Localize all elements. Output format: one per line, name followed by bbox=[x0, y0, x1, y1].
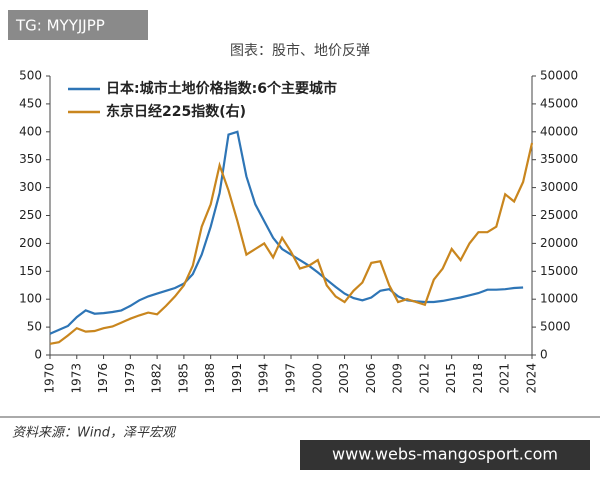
y2-tick-label: 30000 bbox=[540, 180, 578, 194]
x-tick-label: 2000 bbox=[310, 363, 324, 394]
y-tick-label: 400 bbox=[19, 124, 42, 138]
x-tick-label: 1982 bbox=[150, 363, 164, 394]
x-tick-label: 2012 bbox=[417, 363, 431, 394]
y-tick-label: 300 bbox=[19, 180, 42, 194]
x-tick-label: 1991 bbox=[230, 363, 244, 394]
x-tick-label: 1994 bbox=[257, 363, 271, 394]
y2-tick-label: 0 bbox=[540, 348, 548, 362]
x-tick-label: 2006 bbox=[364, 363, 378, 394]
x-tick-label: 1997 bbox=[284, 363, 298, 394]
y2-tick-label: 5000 bbox=[540, 320, 571, 334]
series-line bbox=[49, 142, 534, 345]
y-tick-label: 0 bbox=[34, 348, 42, 362]
x-tick-label: 1973 bbox=[69, 363, 83, 394]
x-tick-label: 1985 bbox=[176, 363, 190, 394]
y-tick-label: 350 bbox=[19, 152, 42, 166]
source-note: 资料来源：Wind，泽平宏观 bbox=[12, 425, 177, 441]
watermark-box bbox=[300, 440, 590, 470]
y-tick-label: 100 bbox=[19, 292, 42, 306]
y-tick-label: 500 bbox=[19, 69, 42, 83]
y-tick-label: 200 bbox=[19, 236, 42, 250]
y-tick-label: 50 bbox=[27, 320, 42, 334]
y-tick-label: 250 bbox=[19, 208, 42, 222]
x-tick-label: 2009 bbox=[391, 363, 405, 394]
series-line bbox=[49, 130, 524, 335]
x-tick-label: 1988 bbox=[203, 363, 217, 394]
x-tick-label: 2015 bbox=[444, 363, 458, 394]
x-tick-label: 1976 bbox=[96, 363, 110, 394]
legend-label: 东京日经225指数(右) bbox=[106, 103, 246, 120]
x-tick-label: 2003 bbox=[337, 363, 351, 394]
y2-tick-label: 45000 bbox=[540, 96, 578, 110]
y2-tick-label: 20000 bbox=[540, 236, 578, 250]
x-tick-label: 2018 bbox=[471, 363, 485, 394]
watermark-box bbox=[8, 10, 148, 40]
x-tick-label: 1970 bbox=[43, 363, 57, 394]
y-tick-label: 450 bbox=[19, 96, 42, 110]
y2-tick-label: 40000 bbox=[540, 124, 578, 138]
watermark-tag: TG: MYYJJPP bbox=[15, 17, 105, 35]
legend-label: 日本:城市土地价格指数:6个主要城市 bbox=[106, 80, 337, 97]
y-tick-label: 150 bbox=[19, 264, 42, 278]
y2-tick-label: 35000 bbox=[540, 152, 578, 166]
y2-tick-label: 10000 bbox=[540, 292, 578, 306]
y2-tick-label: 50000 bbox=[540, 69, 578, 83]
y2-tick-label: 25000 bbox=[540, 208, 578, 222]
watermark-site: www.webs-mangosport.com bbox=[332, 445, 558, 464]
chart-title: 图表：股市、地价反弹 bbox=[230, 42, 370, 59]
x-tick-label: 2021 bbox=[498, 363, 512, 394]
x-tick-label: 1979 bbox=[123, 363, 137, 394]
x-tick-label: 2024 bbox=[525, 363, 539, 394]
y2-tick-label: 15000 bbox=[540, 264, 578, 278]
